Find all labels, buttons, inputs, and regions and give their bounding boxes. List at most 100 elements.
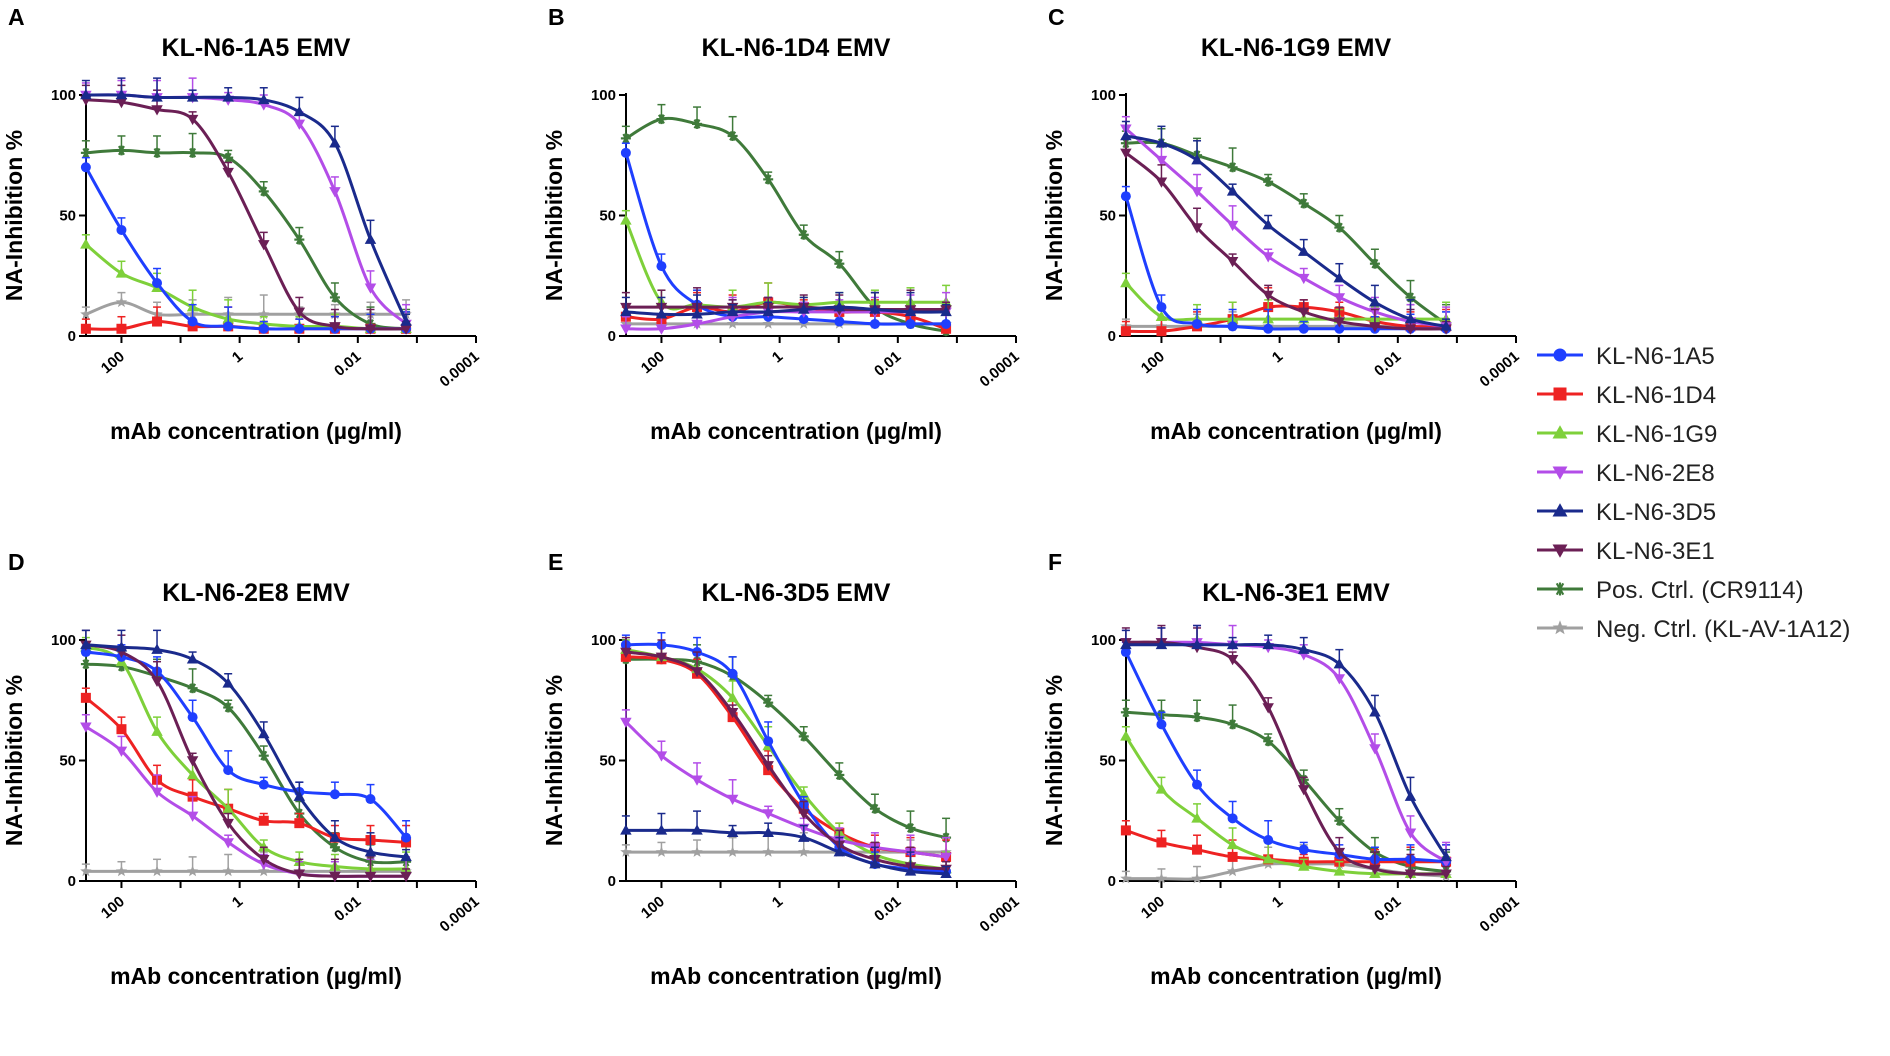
data-point	[726, 846, 739, 857]
data-point	[655, 824, 668, 835]
data-point	[1227, 851, 1238, 862]
data-point	[763, 697, 774, 708]
data-point	[258, 779, 269, 790]
data-point	[1191, 154, 1203, 165]
series-NEG	[620, 832, 952, 857]
data-point	[1333, 272, 1346, 283]
data-point	[798, 809, 810, 820]
panel-letter: C	[1048, 4, 1065, 30]
data-point	[1262, 703, 1274, 714]
data-point	[329, 789, 340, 800]
y-tick-label: 50	[1099, 753, 1116, 770]
data-point	[116, 323, 127, 334]
data-point	[80, 722, 92, 733]
x-tick-label: 100	[1138, 348, 1168, 377]
y-tick-label: 100	[1091, 632, 1116, 649]
data-point	[329, 871, 341, 883]
data-point	[1298, 860, 1310, 871]
data-point	[798, 846, 810, 857]
data-point	[1263, 176, 1274, 187]
data-point	[1191, 638, 1203, 650]
data-point	[1227, 321, 1238, 332]
data-point	[364, 846, 377, 857]
data-point	[1226, 220, 1239, 232]
legend-symbol	[1553, 348, 1567, 362]
panel-F: F KL-N6-3E1 EMV 0 50 100 100 1 0.01 0.0001 NA-Inh…	[1041, 549, 1523, 989]
data-point	[1369, 744, 1381, 755]
data-point	[329, 137, 341, 148]
data-point	[1120, 872, 1132, 884]
data-point	[798, 314, 809, 325]
data-point	[80, 89, 92, 100]
data-point	[223, 321, 234, 332]
series-line-3D5	[85, 93, 408, 323]
data-point	[1333, 865, 1346, 876]
legend-marker-2E8	[1537, 466, 1583, 480]
data-point	[762, 305, 774, 317]
legend-label-1D4: KL-N6-1D4	[1596, 382, 1716, 409]
data-point	[1120, 326, 1131, 337]
legend-marker-1G9	[1537, 425, 1583, 439]
data-point	[1334, 222, 1345, 233]
data-point	[152, 316, 163, 327]
legend-label-1A5: KL-N6-1A5	[1596, 343, 1715, 370]
data-point	[1156, 326, 1167, 337]
data-point	[905, 318, 916, 329]
data-point	[1227, 719, 1238, 730]
data-point	[115, 89, 128, 100]
data-point	[1120, 730, 1132, 741]
series-line-3D5	[625, 828, 947, 876]
legend-symbol	[1552, 503, 1568, 517]
data-point	[798, 831, 810, 842]
panel-title: KL-N6-2E8 EMV	[162, 579, 350, 607]
legend-label-3E1: KL-N6-3E1	[1596, 538, 1715, 565]
data-point	[1298, 643, 1310, 654]
data-point	[1262, 290, 1274, 302]
series-line-3D5	[625, 305, 947, 317]
data-point	[186, 114, 199, 126]
data-point	[1263, 323, 1274, 334]
data-point	[1120, 276, 1132, 288]
data-point	[869, 303, 881, 314]
data-point	[116, 145, 127, 156]
data-point	[1191, 812, 1203, 823]
data-point	[1192, 779, 1203, 790]
series-3D5	[620, 810, 952, 879]
legend-item-3E1: KL-N6-3E1	[1537, 538, 1715, 565]
x-tick-label: 0.0001	[1476, 893, 1522, 936]
series-2E8	[1120, 115, 1452, 333]
data-point	[834, 316, 845, 327]
series-line-1G9	[1124, 281, 1447, 322]
y-tick-label: 50	[1099, 208, 1116, 225]
x-tick-label: 1	[769, 893, 786, 911]
x-tick-label: 0.0001	[976, 893, 1022, 936]
x-axis-label: mAb concentration (µg/ml)	[110, 418, 402, 444]
series-1A5	[1120, 641, 1452, 867]
data-point	[116, 724, 127, 735]
series-line-1D4	[84, 696, 407, 844]
data-point	[116, 224, 127, 235]
data-point	[329, 292, 340, 303]
y-tick-label: 100	[51, 632, 76, 649]
series-line-3E1	[1124, 151, 1447, 331]
data-point	[222, 802, 234, 813]
legend-label-NEG: Neg. Ctrl. (KL-AV-1A12)	[1596, 616, 1850, 643]
data-point	[620, 324, 632, 335]
data-point	[655, 751, 668, 762]
data-point	[365, 794, 376, 805]
series-line-3D5	[85, 643, 407, 859]
x-axis-label: mAb concentration (µg/ml)	[650, 418, 942, 444]
data-point	[80, 162, 91, 173]
panel-title: KL-N6-1D4 EMV	[702, 34, 891, 62]
x-tick-label: 0.0001	[976, 348, 1022, 391]
panel-C: C KL-N6-1G9 EMV 0 50 100 100 1 0.01 0.0001 NA-Inh…	[1041, 4, 1523, 444]
legend-symbol	[1552, 466, 1568, 480]
data-point	[364, 233, 377, 244]
series-line-2E8	[624, 720, 947, 859]
data-point	[329, 831, 341, 842]
series-3E1	[620, 636, 952, 875]
series-3D5	[80, 629, 412, 862]
legend-symbol	[1552, 620, 1568, 635]
